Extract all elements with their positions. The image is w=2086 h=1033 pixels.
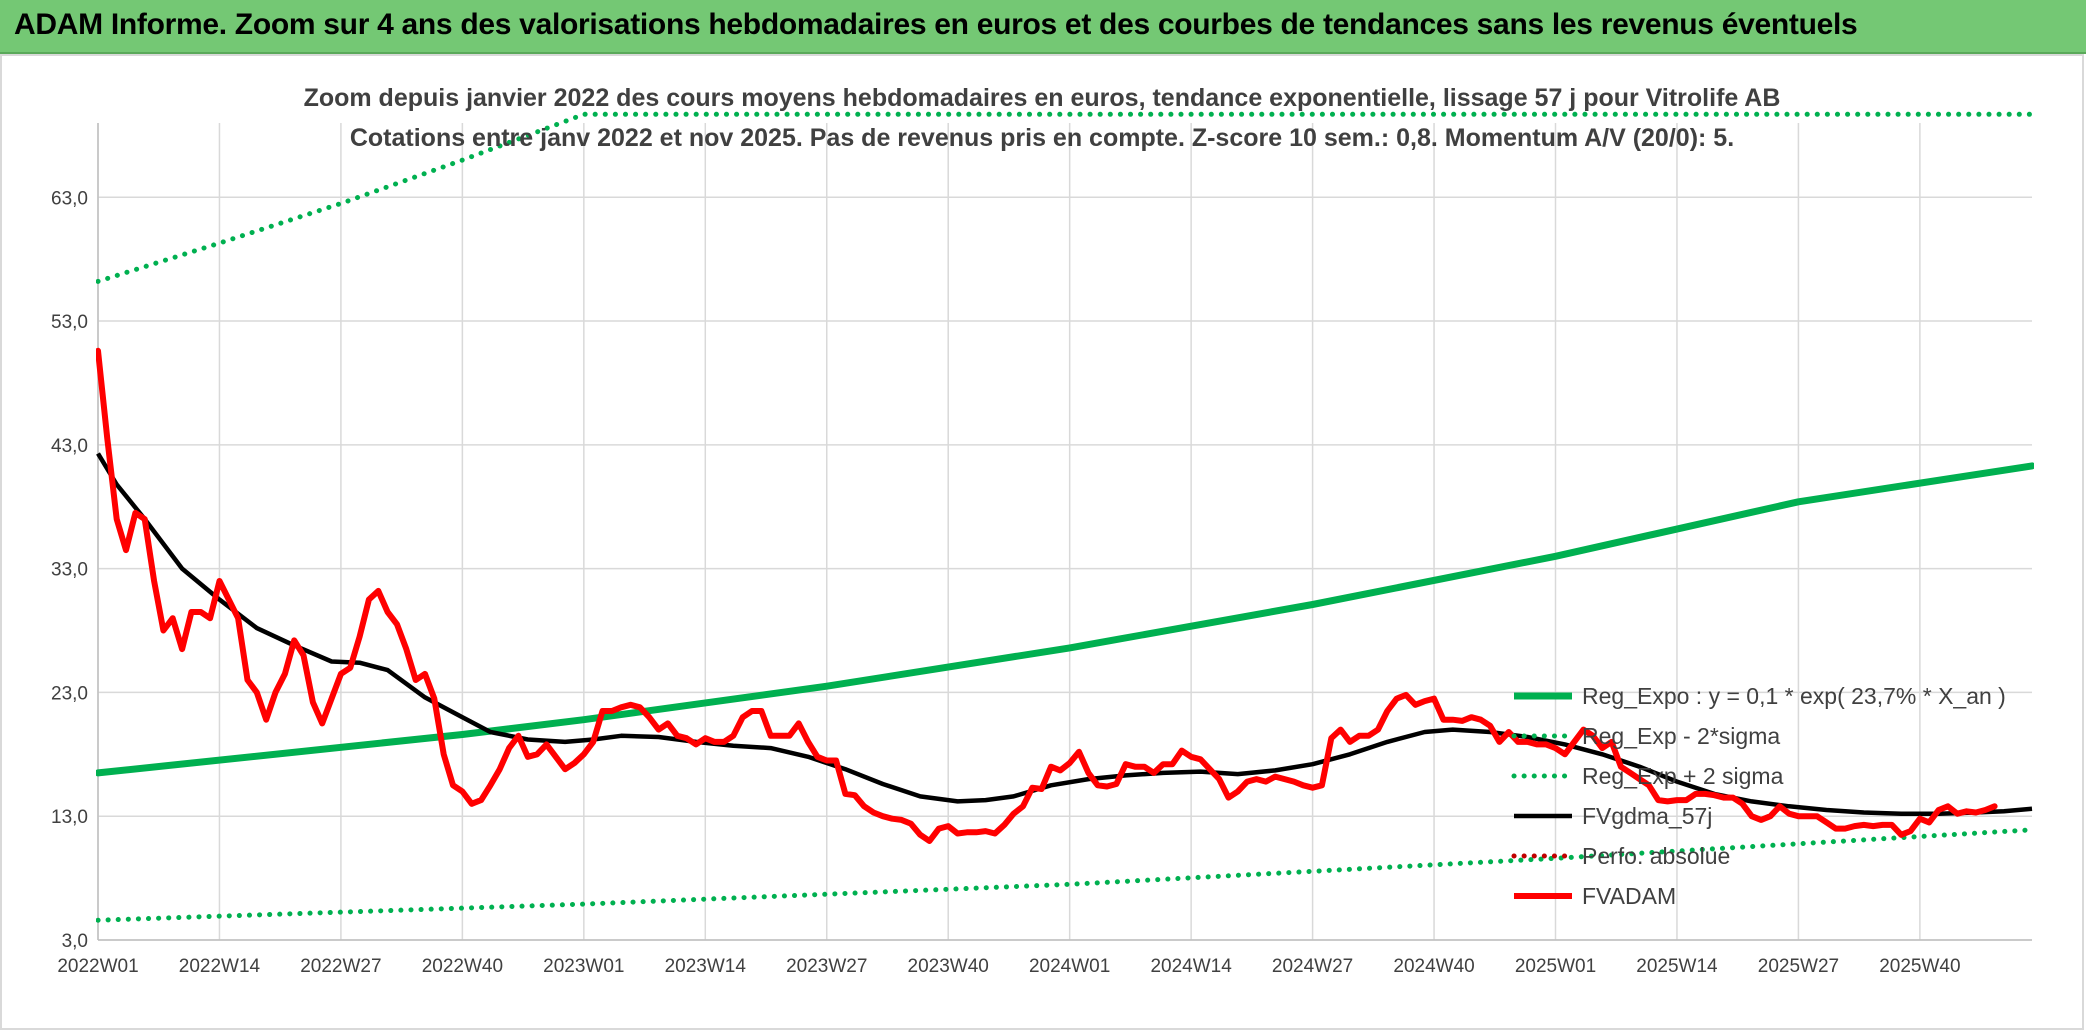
series-line-fvgdma bbox=[96, 452, 2033, 816]
chart-frame: 3,0 13,0 23,0 33,0 43,0 53,0 63,0 2022W01 2022W… bbox=[0, 54, 2084, 1030]
x-tick-label: 2025W27 bbox=[1758, 956, 1839, 977]
report-banner: ADAM Informe. Zoom sur 4 ans des valoris… bbox=[0, 0, 2086, 54]
x-tick-label: 2024W27 bbox=[1272, 956, 1353, 977]
grid-lines bbox=[97, 123, 2032, 941]
legend-label-perfo: Perfo. absolue bbox=[1582, 843, 1730, 869]
x-tick-label: 2024W40 bbox=[1393, 956, 1474, 977]
banner-title: ADAM Informe. Zoom sur 4 ans des valoris… bbox=[14, 8, 1858, 41]
x-tick-label: 2023W01 bbox=[543, 956, 624, 977]
series-line-plus2 bbox=[96, 111, 2034, 284]
legend-label-fvadam: FVADAM bbox=[1582, 883, 1676, 909]
series-line-reg_expo bbox=[96, 462, 2034, 777]
y-tick-label: 23,0 bbox=[51, 683, 88, 704]
x-tick-label: 2022W40 bbox=[422, 956, 503, 977]
legend-label-reg_expo: Reg_Expo : y = 0,1 * exp( 23,7% * X_an ) bbox=[1582, 683, 2006, 709]
y-tick-label: 53,0 bbox=[51, 312, 88, 333]
x-tick-label: 2023W40 bbox=[908, 956, 989, 977]
x-tick-label: 2022W27 bbox=[300, 956, 381, 977]
legend-label-plus2: Reg_Exp + 2 sigma bbox=[1582, 763, 1784, 789]
y-tick-label: 43,0 bbox=[51, 436, 88, 457]
legend-label-minus2: Reg_Exp - 2*sigma bbox=[1582, 723, 1780, 749]
x-tick-label: 2025W14 bbox=[1636, 956, 1718, 977]
chart-legend: Reg_Expo : y = 0,1 * exp( 23,7% * X_an )… bbox=[1511, 683, 2006, 909]
x-tick-label: 2025W40 bbox=[1879, 956, 1960, 977]
chart-svg: 3,013,023,033,043,053,063,0 2022W01 2022W… bbox=[51, 84, 2034, 977]
y-tick-label: 33,0 bbox=[51, 560, 88, 581]
x-tick-label: 2022W14 bbox=[179, 956, 261, 977]
x-axis: 2022W01 2022W14 2022W27 2022W40 2023W01 2023W… bbox=[57, 939, 2032, 977]
series-lines bbox=[96, 111, 2034, 923]
chart-title: Zoom depuis janvier 2022 des cours moyen… bbox=[304, 84, 1781, 112]
y-tick-label: 13,0 bbox=[51, 807, 88, 828]
chart-subtitle: Cotations entre janv 2022 et nov 2025. P… bbox=[350, 124, 1734, 152]
y-axis: 3,0 13,0 23,0 33,0 43,0 53,0 63,0 bbox=[51, 123, 99, 952]
y-tick-label: 3,0 bbox=[62, 931, 88, 952]
y-tick-label: 63,0 bbox=[51, 188, 88, 209]
x-tick-label: 2025W01 bbox=[1515, 956, 1596, 977]
series-line-fvadam bbox=[96, 347, 1998, 844]
x-tick-label: 2024W01 bbox=[1029, 956, 1110, 977]
x-tick-label: 2023W14 bbox=[665, 956, 747, 977]
x-tick-label: 2022W01 bbox=[57, 956, 138, 977]
series-line-minus2 bbox=[96, 827, 2034, 923]
legend-label-fvgdma: FVgdma_57j bbox=[1582, 803, 1712, 829]
x-tick-label: 2023W27 bbox=[786, 956, 867, 977]
x-tick-label: 2024W14 bbox=[1150, 956, 1232, 977]
